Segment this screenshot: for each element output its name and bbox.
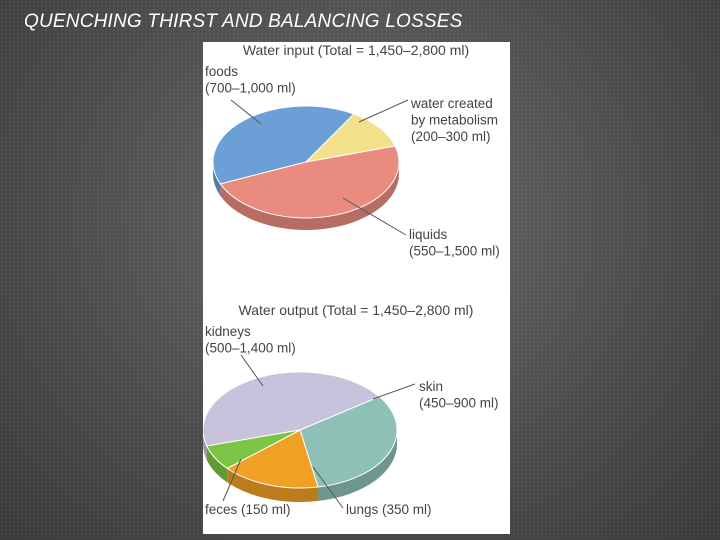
- leader-line-foods: [230, 99, 262, 125]
- slice-label-line: foods: [205, 64, 238, 79]
- pie-side-kidneys: [203, 430, 207, 460]
- leader-line-kidneys: [240, 354, 264, 387]
- slice-label-line: (550–1,500 ml): [409, 244, 500, 259]
- slice-label-line: liquids: [409, 227, 448, 242]
- water-input-title: Water input (Total = 1,450–2,800 ml): [243, 42, 469, 58]
- water-input-pie: [212, 105, 400, 231]
- slice-label-kidneys: kidneys (500–1,400 ml): [205, 324, 296, 356]
- leader-line-metabolism: [358, 99, 409, 123]
- pie-chart-svg: Water input (Total = 1,450–2,800 ml) Wat…: [203, 42, 500, 517]
- slice-label-lungs: lungs (350 ml): [346, 502, 432, 517]
- pie-slice-lungs: [226, 429, 319, 489]
- leader-line-feces: [222, 458, 242, 502]
- pie-slice-skin: [299, 396, 398, 488]
- pie-side-skin: [318, 430, 397, 501]
- slide-title: QUENCHING THIRST AND BALANCING LOSSES: [24, 11, 463, 32]
- slice-label-skin: skin (450–900 ml): [419, 379, 499, 411]
- pie-side-liquids: [220, 162, 399, 231]
- pie-side-foods: [213, 162, 221, 196]
- leader-line-skin: [372, 383, 416, 400]
- slice-label-line: kidneys: [205, 324, 251, 339]
- slice-label-line: by metabolism: [411, 113, 498, 128]
- slice-label-line: lungs (350 ml): [346, 502, 432, 517]
- pie-side-lungs: [227, 468, 319, 502]
- pie-slice-metabolism: [304, 113, 396, 163]
- leader-line-lungs: [312, 466, 344, 509]
- pie-slice-liquids: [219, 145, 400, 219]
- slice-labels: foods (700–1,000 ml) water created by metab…: [205, 64, 500, 517]
- slice-label-line: water created: [410, 96, 493, 111]
- slice-label-feces: feces (150 ml): [205, 502, 291, 517]
- slice-label-line: (700–1,000 ml): [205, 81, 296, 96]
- pie-slice-kidneys: [203, 371, 381, 447]
- pie-chart-figure: Water input (Total = 1,450–2,800 ml) Wat…: [203, 42, 510, 534]
- slice-label-liquids: liquids (550–1,500 ml): [409, 227, 500, 259]
- slice-label-line: (500–1,400 ml): [205, 341, 296, 356]
- slice-label-line: skin: [419, 379, 443, 394]
- leader-line-liquids: [342, 197, 407, 236]
- water-output-pie: [203, 371, 398, 502]
- slice-label-metabolism: water created by metabolism (200–300 ml): [410, 96, 498, 144]
- water-output-title: Water output (Total = 1,450–2,800 ml): [239, 302, 474, 318]
- pie-slice-foods: [212, 105, 355, 185]
- pie-slice-feces: [206, 429, 301, 469]
- slice-label-foods: foods (700–1,000 ml): [205, 64, 296, 96]
- slice-label-line: (450–900 ml): [419, 396, 499, 411]
- slice-label-line: (200–300 ml): [411, 129, 491, 144]
- slice-label-line: feces (150 ml): [205, 502, 291, 517]
